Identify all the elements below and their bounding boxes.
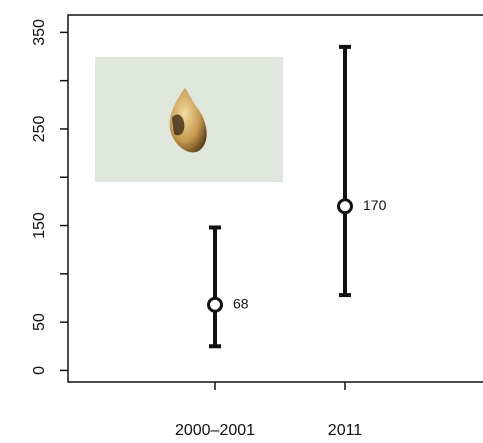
y-tick-label: 0	[31, 366, 48, 375]
y-tick-label: 50	[31, 313, 48, 331]
y-tick-label: 150	[31, 212, 48, 239]
plot-frame	[67, 14, 483, 383]
value-label: 170	[363, 197, 387, 213]
x-tick-label: 2000–2001	[175, 422, 255, 439]
y-tick-label: 250	[31, 116, 48, 143]
y-tick-label: 350	[31, 19, 48, 46]
point	[337, 198, 353, 215]
snail-photo	[95, 57, 283, 182]
value-label: 68	[233, 295, 249, 311]
x-tick-label: 2011	[328, 422, 363, 439]
point	[207, 296, 223, 313]
